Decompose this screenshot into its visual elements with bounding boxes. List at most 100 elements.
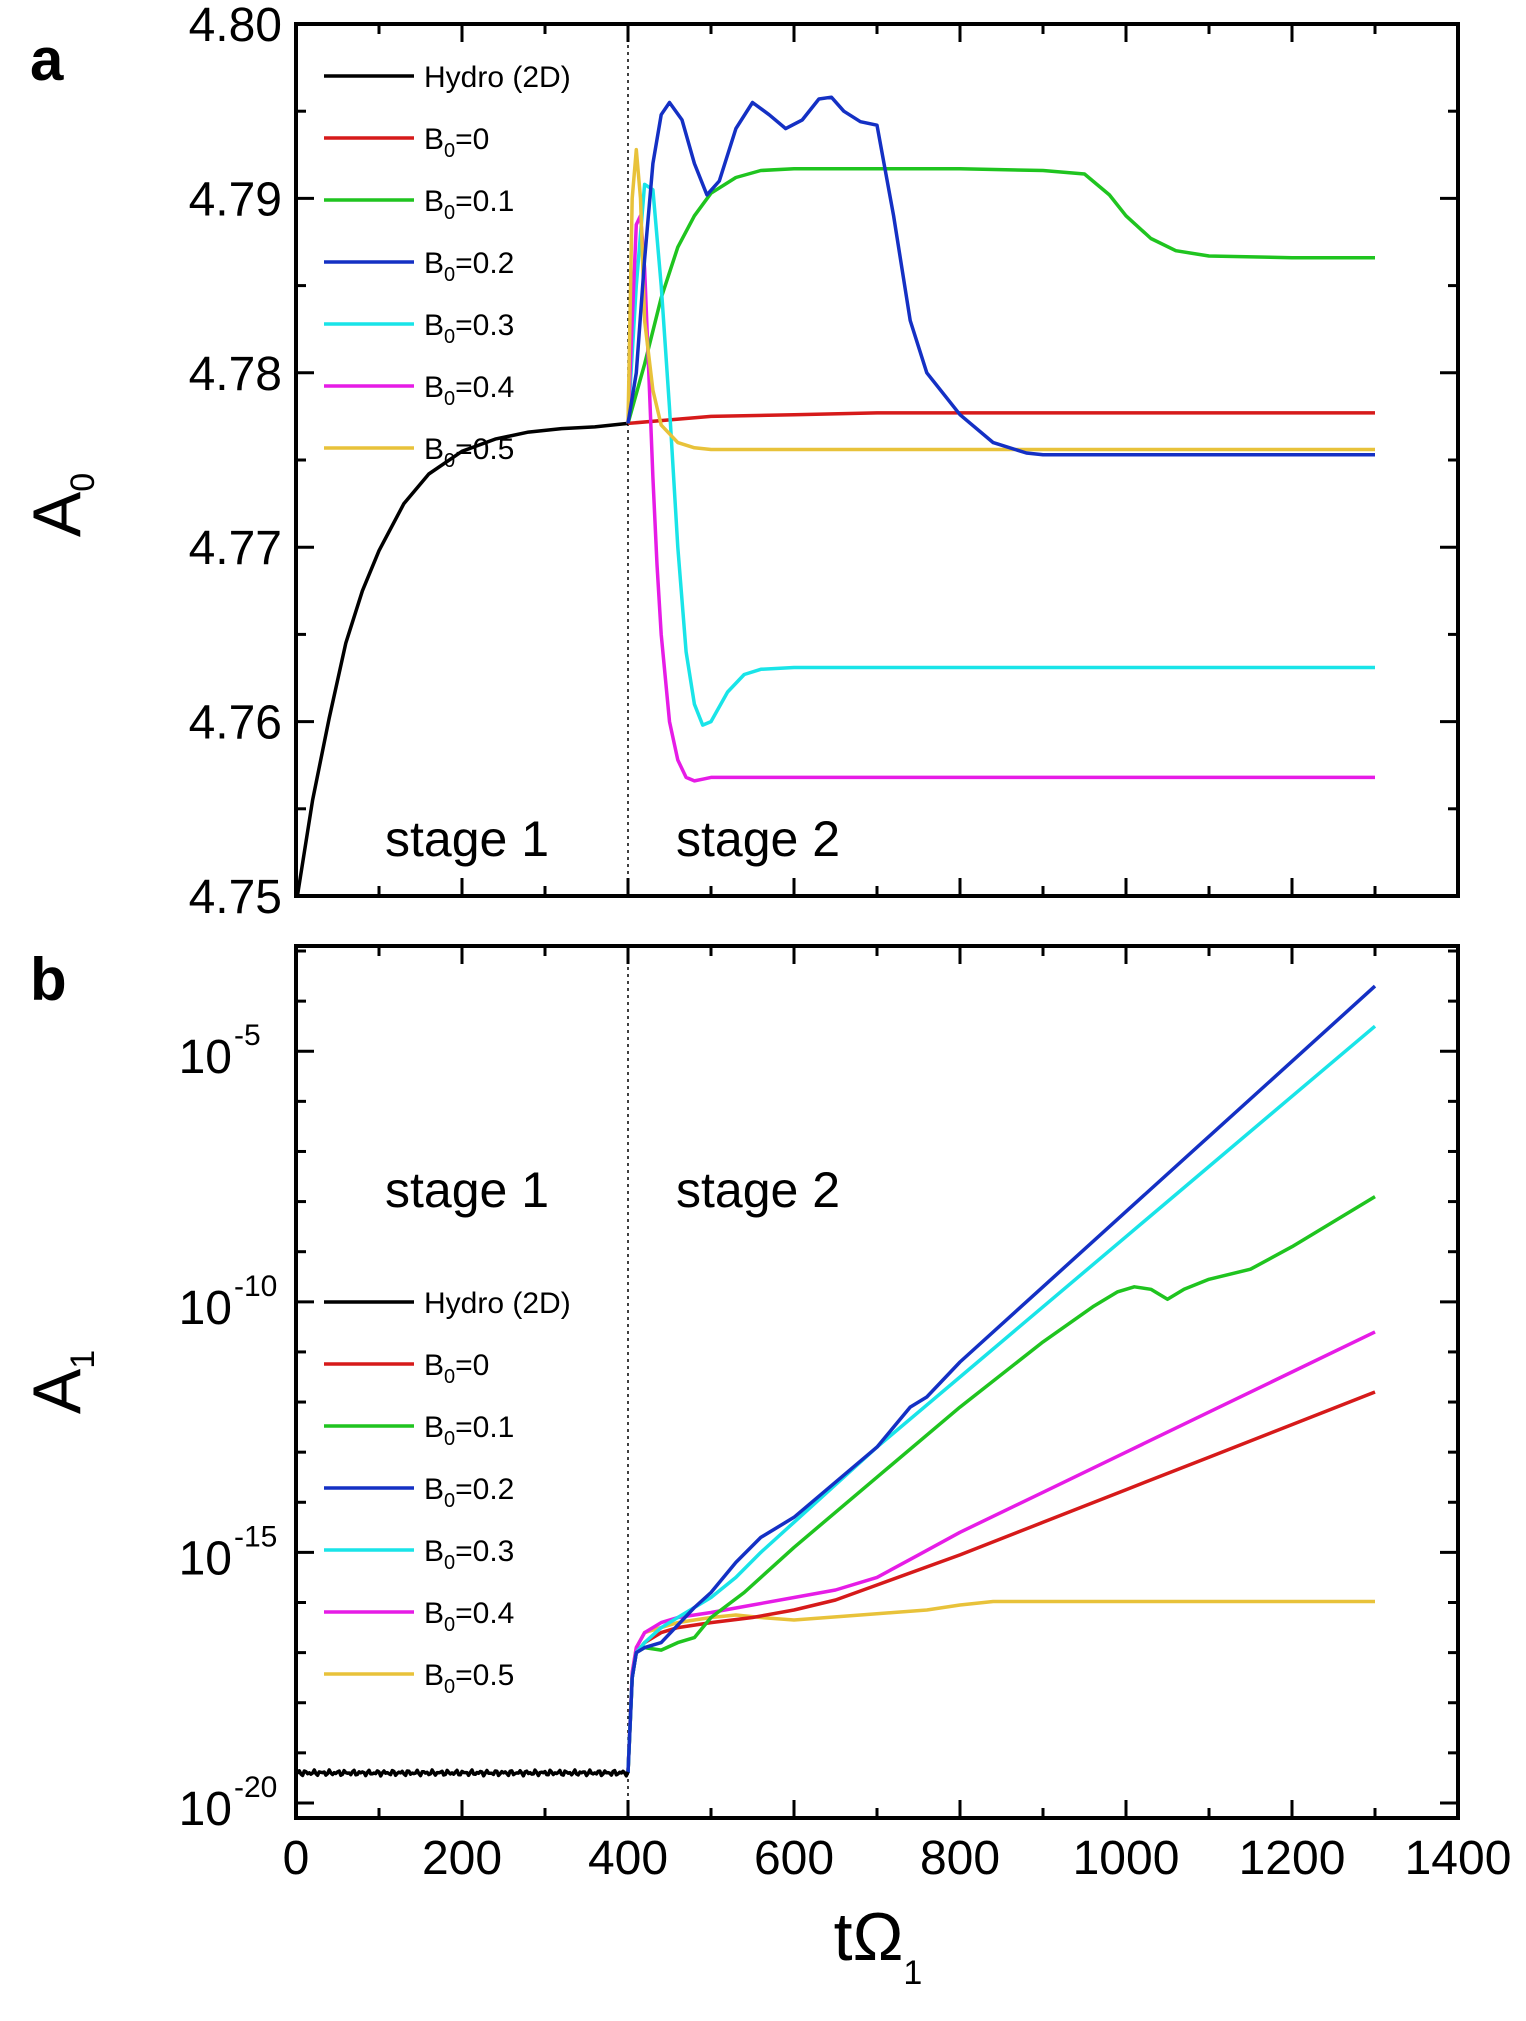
text-part: B xyxy=(424,1411,444,1444)
text-part: 1 xyxy=(64,1350,102,1369)
text-part: 0 xyxy=(444,202,455,224)
legend-item: B0=0.5 xyxy=(324,433,514,472)
text-part: 0 xyxy=(444,1490,455,1512)
y-axis-title: A1 xyxy=(19,1350,102,1414)
text-part: A xyxy=(19,1368,95,1414)
y-tick-exponent: -10 xyxy=(234,1270,277,1303)
legend-label: B0=0.5 xyxy=(424,1659,514,1698)
text-part: 0 xyxy=(444,264,455,286)
text-part: =0.4 xyxy=(455,371,514,404)
panel-letter-a: a xyxy=(30,26,64,93)
x-tick-label: 200 xyxy=(422,1832,502,1885)
legend-label: B0=0.1 xyxy=(424,1411,514,1450)
legend-item: B0=0.1 xyxy=(324,185,514,224)
x-tick-label: 1200 xyxy=(1239,1832,1346,1885)
legend-label: Hydro (2D) xyxy=(424,1287,571,1320)
text-part: =0.1 xyxy=(455,185,514,218)
text-part: B xyxy=(424,1535,444,1568)
legend: Hydro (2D)B0=0B0=0.1B0=0.2B0=0.3B0=0.4B0… xyxy=(324,1287,571,1698)
series-line-hydro-2d- xyxy=(296,1768,630,1778)
legend-label: B0=0.4 xyxy=(424,371,514,410)
series-line-b0-0 xyxy=(627,411,1375,426)
plot-frame xyxy=(294,944,1460,1820)
series-line-b0-0-4 xyxy=(626,1330,1376,1773)
legend-label: B0=0.3 xyxy=(424,1535,514,1574)
series-line-b0-0-1 xyxy=(626,1195,1376,1773)
legend-label: B0=0.5 xyxy=(424,433,514,472)
legend-item: B0=0.2 xyxy=(324,247,514,286)
series-line-b0-0-5 xyxy=(626,147,1375,452)
stage-1-label: stage 1 xyxy=(385,1162,549,1218)
legend: Hydro (2D)B0=0B0=0.1B0=0.2B0=0.3B0=0.4B0… xyxy=(324,61,571,472)
series-group xyxy=(296,984,1377,1778)
text-part: B xyxy=(424,433,444,466)
series-line-b0-0-3 xyxy=(626,182,1375,727)
series-line-b0-0-3 xyxy=(626,1024,1377,1773)
x-tick-label: 800 xyxy=(920,1832,1000,1885)
panel-a: 4.75 4.76 4.77 4.78 4.79 4.80 stage 1 stage 2 a A… xyxy=(19,0,1460,924)
plot-frame xyxy=(294,22,1460,898)
y-axis-title: A0 xyxy=(19,473,102,537)
text-part: =0.4 xyxy=(455,1597,514,1630)
text-part: 0 xyxy=(444,1366,455,1388)
series-line-b0-0-1 xyxy=(626,167,1375,424)
x-tick-label: 1400 xyxy=(1405,1832,1512,1885)
x-tick-label: 1000 xyxy=(1073,1832,1180,1885)
legend-label: B0=0.1 xyxy=(424,185,514,224)
text-part: =0.3 xyxy=(455,1535,514,1568)
legend-label: B0=0 xyxy=(424,123,489,162)
legend-label: B0=0.4 xyxy=(424,1597,514,1636)
text-part: 10 xyxy=(179,1031,232,1084)
text-part: =0.2 xyxy=(455,247,514,280)
series-line-b0-0 xyxy=(626,1390,1376,1773)
text-part: 0 xyxy=(444,140,455,162)
text-part: 0 xyxy=(444,326,455,348)
stage-1-label: stage 1 xyxy=(385,811,549,867)
series-line-b0-0-4 xyxy=(626,214,1375,783)
text-part: =0 xyxy=(455,123,489,156)
series-line-b0-0-2 xyxy=(626,95,1375,457)
y-tick-label: 10 xyxy=(179,1031,232,1084)
text-part: B xyxy=(424,123,444,156)
legend-item: B0=0.4 xyxy=(324,1597,514,1636)
text-part: 10 xyxy=(179,1532,232,1585)
legend-item: B0=0.3 xyxy=(324,1535,514,1574)
legend-item: B0=0 xyxy=(324,123,489,162)
text-part: B xyxy=(424,247,444,280)
text-part: =0.5 xyxy=(455,433,514,466)
series-line-hydro-2d- xyxy=(296,421,629,896)
legend-item: B0=0.5 xyxy=(324,1659,514,1698)
legend-item: B0=0.1 xyxy=(324,1411,514,1450)
text-part: 0 xyxy=(64,473,102,492)
text-part: 0 xyxy=(444,1552,455,1574)
text-part: B xyxy=(424,185,444,218)
x-tick-label: 0 xyxy=(283,1832,310,1885)
text-part: B xyxy=(424,309,444,342)
text-part: 10 xyxy=(179,1282,232,1335)
text-part: 0 xyxy=(444,1614,455,1636)
text-part: =0.2 xyxy=(455,1473,514,1506)
y-tick-label: 4.80 xyxy=(189,0,282,52)
legend-item: Hydro (2D) xyxy=(324,61,571,94)
stage-2-label: stage 2 xyxy=(676,1162,840,1218)
y-tick-exponent: -20 xyxy=(234,1771,277,1804)
y-tick-label: 4.77 xyxy=(189,522,282,575)
legend-label: B0=0.3 xyxy=(424,309,514,348)
y-tick-label: 10 xyxy=(179,1532,232,1585)
series-group xyxy=(296,95,1375,896)
legend-label: B0=0.2 xyxy=(424,1473,514,1512)
series-line-b0-0-2 xyxy=(626,984,1377,1773)
text-part: B xyxy=(424,1597,444,1630)
legend-item: B0=0.2 xyxy=(324,1473,514,1512)
text-part: =0.1 xyxy=(455,1411,514,1444)
x-tick-label: 400 xyxy=(588,1832,668,1885)
y-tick-label: 10 xyxy=(179,1783,232,1836)
text-part: B xyxy=(424,1659,444,1692)
text-part: 1 xyxy=(903,1954,922,1992)
y-tick-label: 4.75 xyxy=(189,871,282,924)
series-line-b0-0-5 xyxy=(626,1599,1375,1773)
panel-letter-b: b xyxy=(30,946,67,1013)
text-part: Hydro (2D) xyxy=(424,1287,571,1320)
